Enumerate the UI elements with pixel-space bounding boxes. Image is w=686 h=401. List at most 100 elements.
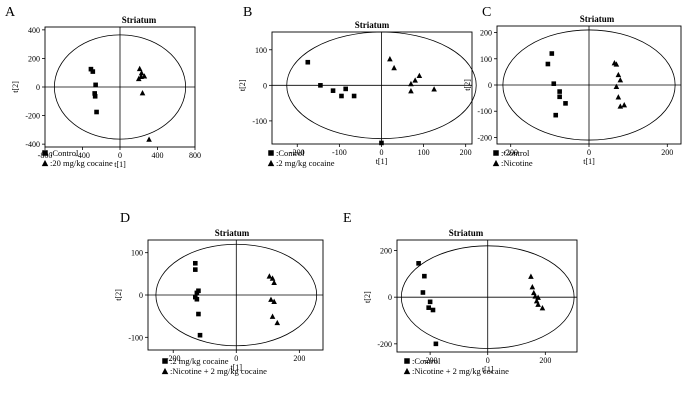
y-tick-label: -100 bbox=[128, 333, 143, 342]
x-tick-label: 200 bbox=[460, 148, 472, 157]
y-tick-label: -200 bbox=[377, 340, 392, 349]
x-tick-label: -400 bbox=[75, 151, 90, 160]
point-triangle bbox=[617, 77, 624, 83]
y-tick-label: 0 bbox=[36, 83, 40, 92]
point-square bbox=[549, 51, 555, 56]
x-tick-label: 800 bbox=[189, 151, 201, 160]
x-axis-label: t[1] bbox=[583, 157, 595, 166]
y-axis-label: t[2] bbox=[238, 79, 247, 91]
point-square bbox=[420, 290, 426, 295]
y-tick-label: 0 bbox=[139, 291, 143, 300]
legend-label: :Nicotine + 2 mg/kg cocaine bbox=[170, 366, 267, 376]
panel-letter: A bbox=[5, 5, 16, 20]
x-tick-label: 100 bbox=[418, 148, 430, 157]
legend-square-icon bbox=[162, 358, 168, 364]
y-tick-label: 100 bbox=[480, 55, 492, 64]
x-tick-label: 200 bbox=[293, 354, 305, 363]
point-triangle bbox=[387, 56, 393, 62]
point-triangle bbox=[535, 301, 541, 307]
y-axis-label: t[2] bbox=[463, 79, 472, 91]
plot-title: Striatum bbox=[355, 20, 390, 30]
point-triangle bbox=[141, 73, 148, 79]
panel-e: E Striatum -200 0 200 200 0 -200 t[1] t[2]:Contro… bbox=[343, 211, 578, 376]
x-tick-label: 0 bbox=[118, 151, 122, 160]
point-square bbox=[553, 112, 559, 118]
point-square bbox=[339, 93, 344, 99]
legend-square-icon bbox=[404, 358, 410, 364]
point-triangle bbox=[269, 313, 276, 319]
x-tick-label: -200 bbox=[166, 354, 181, 363]
point-triangle bbox=[416, 72, 423, 79]
point-triangle bbox=[268, 296, 274, 302]
plot-frame bbox=[396, 239, 578, 353]
point-square bbox=[427, 299, 433, 305]
y-tick-label: -400 bbox=[25, 140, 40, 149]
point-triangle bbox=[613, 61, 620, 67]
point-square bbox=[92, 93, 98, 99]
point-triangle bbox=[139, 90, 146, 96]
point-triangle bbox=[615, 94, 622, 100]
plot-frame bbox=[271, 31, 473, 145]
x-tick-label: -100 bbox=[332, 148, 347, 157]
x-axis-label: t[1] bbox=[376, 157, 388, 166]
x-tick-label: 0 bbox=[234, 354, 238, 363]
y-tick-label: -100 bbox=[252, 117, 267, 126]
legend-label: :Nicotine bbox=[501, 158, 533, 168]
x-tick-label: 200 bbox=[539, 356, 551, 365]
confidence-ellipse bbox=[53, 34, 187, 140]
y-axis-label: t[2] bbox=[363, 291, 372, 303]
x-axis-label: t[1] bbox=[231, 363, 243, 372]
point-triangle bbox=[266, 273, 273, 279]
point-triangle bbox=[146, 136, 152, 142]
legend-triangle-icon bbox=[41, 159, 49, 167]
point-triangle bbox=[529, 284, 536, 290]
point-square bbox=[90, 69, 96, 74]
y-tick-label: 200 bbox=[480, 29, 492, 38]
y-tick-label: 200 bbox=[380, 247, 392, 256]
point-square bbox=[557, 89, 562, 94]
y-tick-label: 100 bbox=[255, 46, 267, 55]
plot-title: Striatum bbox=[449, 228, 484, 238]
point-triangle bbox=[274, 319, 281, 326]
point-triangle bbox=[408, 88, 414, 94]
legend-label: :Control bbox=[276, 148, 305, 158]
point-triangle bbox=[138, 70, 145, 76]
y-tick-label: -100 bbox=[477, 107, 492, 116]
point-triangle bbox=[528, 273, 534, 279]
confidence-ellipse bbox=[155, 243, 318, 347]
point-square bbox=[88, 66, 94, 72]
legend-label: :Control bbox=[50, 148, 79, 158]
point-square bbox=[93, 82, 98, 88]
point-triangle bbox=[617, 103, 624, 109]
panel-d: D Striatum -200 0 200 100 0 -100 t[1] t[2]:2 mg/k… bbox=[114, 211, 324, 376]
legend-square-icon bbox=[42, 150, 48, 156]
point-triangle bbox=[539, 305, 546, 311]
panel-letter: E bbox=[343, 211, 352, 226]
x-tick-label: -200 bbox=[290, 148, 305, 157]
panel-letter: B bbox=[243, 5, 252, 20]
point-square bbox=[422, 273, 427, 279]
legend-square-icon bbox=[493, 150, 499, 156]
point-square bbox=[563, 101, 568, 106]
point-square bbox=[192, 267, 198, 272]
y-axis-label: t[2] bbox=[114, 289, 123, 301]
legend-triangle-icon bbox=[267, 159, 275, 167]
x-tick-label: -200 bbox=[423, 356, 438, 365]
panel-c: C Striatum -200 0 200 200 100 0 -100 -200 t[1] t[2]… bbox=[463, 5, 682, 168]
point-triangle bbox=[615, 71, 622, 78]
legend-label: :Control bbox=[501, 148, 530, 158]
legend-label: :Control bbox=[412, 356, 441, 366]
point-triangle bbox=[271, 279, 277, 285]
point-square bbox=[430, 307, 436, 313]
x-tick-label: 200 bbox=[661, 148, 673, 157]
point-triangle bbox=[621, 102, 628, 108]
point-square bbox=[94, 109, 99, 115]
plot-title: Striatum bbox=[215, 228, 250, 238]
point-square bbox=[426, 305, 431, 310]
point-square bbox=[343, 86, 348, 92]
point-triangle bbox=[412, 77, 418, 83]
point-square bbox=[196, 311, 201, 317]
confidence-ellipse bbox=[400, 245, 575, 349]
point-square bbox=[551, 81, 557, 86]
